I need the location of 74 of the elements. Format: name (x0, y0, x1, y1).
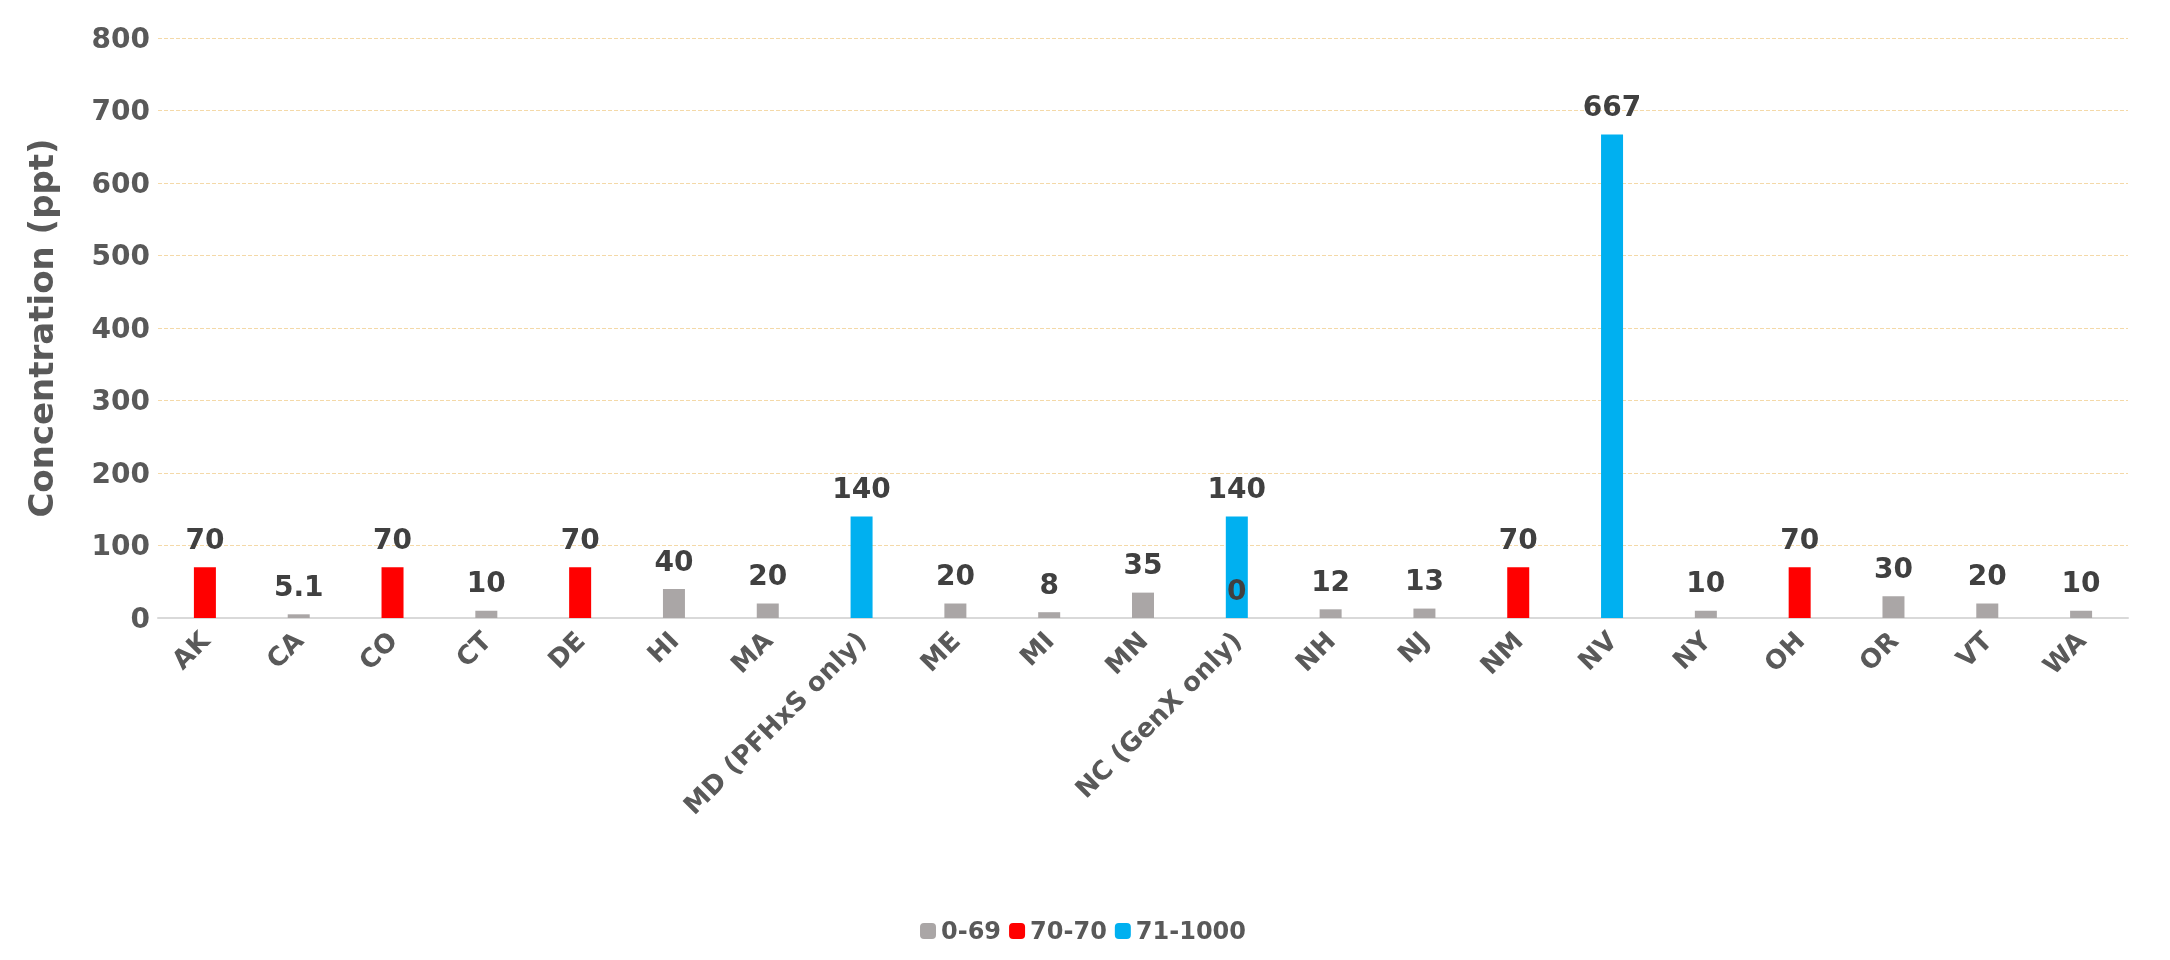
bar (1038, 612, 1061, 618)
x-tick-label: OH (1758, 625, 1811, 678)
data-label: 13 (1404, 564, 1444, 598)
x-tick-label: OR (1853, 625, 1905, 677)
data-label: 70 (1498, 522, 1538, 556)
legend-label: 71-1000 (1135, 917, 1246, 945)
bar (1976, 603, 1999, 618)
data-label: 10 (466, 566, 506, 600)
data-label: 30 (1873, 551, 1913, 585)
x-tick-label: CT (449, 625, 498, 673)
y-tick-label: 700 (91, 94, 150, 127)
y-tick-label: 500 (91, 239, 150, 272)
bar (944, 603, 967, 618)
bar (1788, 567, 1811, 618)
data-label: 10 (2061, 566, 2101, 600)
bar (569, 567, 592, 618)
y-tick-label: 200 (91, 456, 150, 490)
x-tick-label: NV (1571, 625, 1623, 677)
data-label: 12 (1311, 564, 1351, 598)
data-label: 140 (1207, 472, 1267, 505)
y-tick-label: 400 (91, 311, 150, 345)
legend-label: 0-69 (941, 917, 1002, 945)
x-tick-label: VT (1949, 625, 1999, 674)
bar (475, 610, 498, 618)
data-label: 70 (560, 522, 600, 556)
bar (1694, 610, 1717, 618)
x-tick-label: MI (1013, 625, 1060, 672)
x-tick-label: ME (913, 625, 966, 678)
y-tick-label: 300 (91, 384, 150, 417)
y-tick-label: 0 (130, 601, 150, 635)
bar (287, 614, 310, 618)
data-label: 5.1 (273, 569, 324, 603)
x-tick-label: MN (1098, 625, 1154, 681)
x-tick-label: NM (1473, 625, 1529, 681)
data-label: 70 (1780, 522, 1820, 556)
data-label: 20 (1967, 559, 2007, 592)
bar (756, 603, 779, 618)
x-tick-label: NJ (1391, 625, 1436, 669)
bar (1413, 608, 1436, 618)
x-tick-label: NY (1666, 624, 1718, 676)
y-tick-label: 100 (91, 529, 150, 562)
bar (1319, 609, 1342, 618)
data-label: 20 (748, 559, 788, 592)
x-tick-label: MA (724, 625, 779, 680)
bar (850, 516, 873, 618)
bar (1601, 134, 1624, 618)
bar (662, 589, 685, 618)
data-label: 10 (1686, 566, 1726, 600)
y-tick-label: 600 (91, 166, 150, 200)
x-tick-label: AK (165, 624, 217, 676)
data-label: 667 (1582, 89, 1642, 123)
legend-label: 70-70 (1030, 917, 1107, 945)
y-axis-title: Concentration (ppt) (21, 138, 61, 518)
x-tick-label: HI (641, 625, 685, 669)
data-label: 8 (1039, 567, 1059, 601)
x-tick-label: NH (1289, 625, 1342, 678)
x-tick-label: CO (352, 625, 404, 676)
data-label: 0 (1227, 573, 1247, 607)
bar (1882, 596, 1905, 618)
bar (1132, 592, 1154, 618)
data-label: 40 (654, 544, 694, 578)
x-tick-label: WA (2036, 625, 2092, 681)
y-tick-label: 800 (91, 21, 150, 55)
data-label: 35 (1123, 548, 1163, 582)
data-label: 70 (373, 522, 413, 556)
x-tick-label: CA (260, 625, 310, 675)
bar (1507, 567, 1530, 618)
x-tick-label: DE (541, 625, 591, 675)
data-label: 70 (185, 522, 225, 556)
bar (193, 567, 216, 618)
bar (2070, 610, 2093, 618)
bar (381, 567, 404, 618)
data-label: 20 (935, 559, 975, 592)
data-label: 140 (832, 472, 891, 505)
